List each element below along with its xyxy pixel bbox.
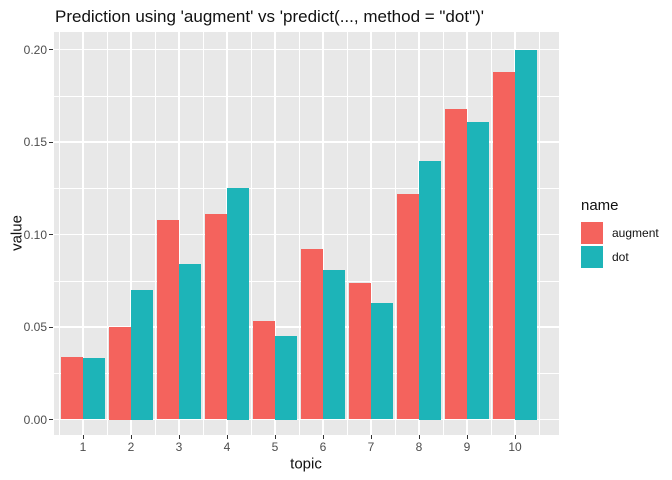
legend-item: dot	[581, 246, 659, 268]
x-tick-label: 7	[367, 440, 375, 454]
x-tick-label: 2	[127, 440, 135, 454]
bar-augment	[349, 282, 371, 420]
y-tick-mark	[49, 49, 53, 50]
legend-swatch-augment	[581, 222, 603, 244]
gridline-minor	[251, 32, 252, 435]
gridline-major	[54, 418, 559, 421]
legend-title: name	[581, 197, 619, 214]
x-tick-mark	[466, 435, 468, 439]
gridline-major	[54, 233, 559, 236]
bar-dot	[515, 49, 537, 420]
y-tick-mark	[49, 326, 53, 328]
legend-item: augment	[581, 222, 659, 244]
legend: name augment dot	[581, 197, 659, 270]
gridline-major	[322, 32, 324, 435]
x-tick-mark	[130, 435, 132, 439]
bar-dot	[131, 290, 153, 420]
x-tick-label: 8	[415, 440, 423, 454]
x-tick-label: 1	[79, 440, 87, 454]
x-tick-label: 3	[175, 440, 183, 454]
x-tick-label: 10	[508, 440, 522, 454]
x-tick-mark	[178, 435, 180, 439]
x-tick-mark	[226, 435, 228, 439]
bar-augment	[493, 71, 515, 420]
gridline-major	[54, 48, 559, 51]
bar-augment	[109, 327, 131, 420]
bar-augment	[301, 249, 323, 420]
gridline-major	[178, 32, 180, 435]
x-tick-mark	[370, 435, 372, 439]
bar-dot	[467, 121, 489, 420]
bar-dot	[323, 269, 345, 420]
gridline-major	[54, 141, 559, 143]
gridline-minor	[155, 32, 156, 435]
x-tick-mark	[274, 435, 276, 439]
bar-dot	[275, 336, 297, 420]
y-tick-label: 0.15	[23, 135, 47, 149]
legend-item-label: augment	[612, 226, 659, 240]
bar-dot	[227, 188, 249, 420]
bar-augment	[61, 356, 83, 420]
x-axis-title: topic	[290, 455, 322, 473]
x-tick-mark	[418, 435, 420, 439]
bar-augment	[445, 108, 467, 420]
gridline-major	[82, 32, 84, 435]
gridline-minor	[107, 32, 108, 435]
legend-swatch-dot	[581, 246, 603, 268]
gridline-major	[370, 32, 372, 435]
y-tick-mark	[49, 234, 53, 235]
y-tick-label: 0.10	[23, 227, 47, 242]
gridline-minor	[347, 32, 348, 435]
x-tick-label: 5	[271, 440, 279, 454]
gridline-minor	[299, 32, 300, 435]
gridline-minor	[539, 32, 540, 435]
gridline-minor	[491, 32, 492, 435]
y-tick-mark	[49, 419, 53, 420]
gridline-major	[274, 32, 276, 435]
bar-augment	[253, 321, 275, 420]
bar-dot	[179, 264, 201, 420]
y-tick-label: 0.00	[23, 412, 47, 427]
gridline-minor	[395, 32, 396, 435]
gridline-minor	[54, 188, 559, 190]
y-tick-label: 0.05	[23, 320, 47, 334]
gridline-minor	[54, 95, 559, 97]
legend-item-label: dot	[612, 250, 629, 264]
x-tick-label: 6	[319, 440, 327, 454]
gridline-minor	[203, 32, 204, 435]
gridline-minor	[443, 32, 444, 435]
chart-title: Prediction using 'augment' vs 'predict(.…	[55, 7, 485, 26]
plot-panel	[54, 32, 559, 435]
x-tick-mark	[322, 435, 324, 439]
x-tick-mark	[82, 435, 84, 439]
bar-augment	[205, 214, 227, 420]
x-tick-label: 9	[463, 440, 471, 454]
bar-augment	[397, 193, 419, 420]
gridline-minor	[59, 32, 60, 435]
y-tick-label: 0.20	[23, 42, 47, 57]
bar-augment	[157, 219, 179, 420]
y-tick-mark	[49, 141, 53, 143]
x-tick-label: 4	[223, 440, 231, 454]
x-tick-mark	[514, 435, 516, 439]
bar-dot	[83, 358, 105, 420]
gridline-major	[130, 32, 132, 435]
bar-dot	[419, 160, 441, 420]
legend-items: augment dot	[581, 222, 659, 268]
bar-dot	[371, 302, 393, 420]
